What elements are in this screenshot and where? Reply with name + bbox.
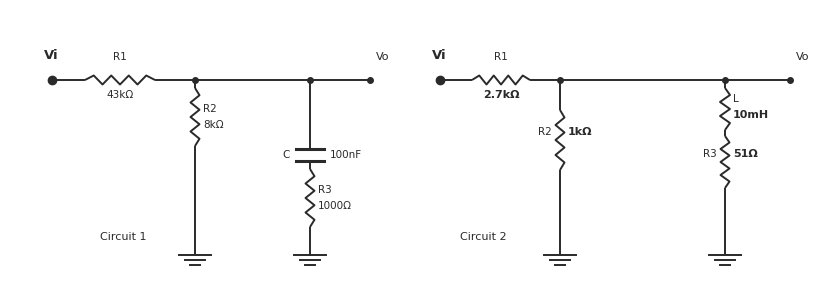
Text: Vi: Vi bbox=[432, 49, 447, 62]
Text: R2: R2 bbox=[203, 104, 217, 114]
Text: 10mH: 10mH bbox=[733, 110, 769, 120]
Text: 1000Ω: 1000Ω bbox=[318, 201, 352, 211]
Text: Circuit 2: Circuit 2 bbox=[460, 232, 507, 242]
Text: L: L bbox=[733, 94, 739, 104]
Text: R3: R3 bbox=[703, 149, 717, 159]
Text: 51Ω: 51Ω bbox=[733, 149, 758, 159]
Text: 2.7kΩ: 2.7kΩ bbox=[483, 90, 519, 100]
Text: R2: R2 bbox=[538, 127, 552, 137]
Text: R3: R3 bbox=[318, 185, 332, 195]
Text: C: C bbox=[283, 150, 290, 160]
Text: R1: R1 bbox=[113, 52, 127, 62]
Text: Circuit 1: Circuit 1 bbox=[100, 232, 146, 242]
Text: 8kΩ: 8kΩ bbox=[203, 120, 223, 130]
Text: 100nF: 100nF bbox=[330, 150, 362, 160]
Text: 43kΩ: 43kΩ bbox=[107, 90, 134, 100]
Text: Vo: Vo bbox=[796, 52, 810, 62]
Text: R1: R1 bbox=[494, 52, 508, 62]
Text: Vo: Vo bbox=[376, 52, 390, 62]
Text: 1kΩ: 1kΩ bbox=[568, 127, 592, 137]
Text: Vi: Vi bbox=[44, 49, 59, 62]
